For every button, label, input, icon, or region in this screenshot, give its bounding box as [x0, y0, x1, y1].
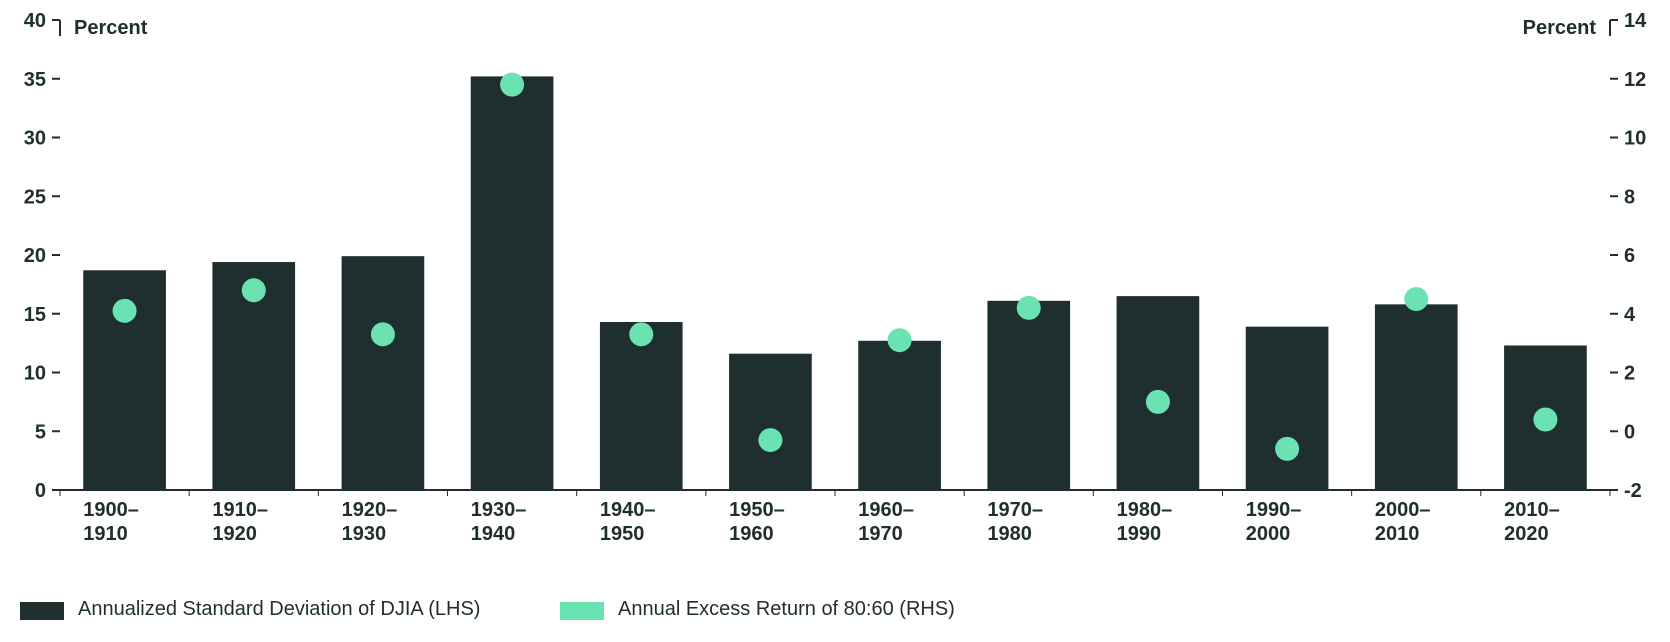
marker-dot [1404, 287, 1428, 311]
bar [342, 256, 425, 490]
bar [471, 76, 554, 490]
left-tick-label: 20 [24, 245, 46, 267]
legend-swatch [560, 602, 604, 620]
x-category-label: 2000 [1246, 523, 1291, 545]
marker-dot [500, 73, 524, 97]
x-category-label: 1920 [212, 523, 257, 545]
x-category-label: 1910 [83, 523, 128, 545]
bar [858, 341, 941, 490]
left-tick-label: 25 [24, 186, 46, 208]
bar [1375, 304, 1458, 490]
left-axis-title: Percent [74, 17, 148, 39]
x-category-label: 1960 [729, 523, 774, 545]
bar [1246, 327, 1329, 490]
x-category-label: 1920– [342, 499, 398, 521]
right-tick-label: 0 [1624, 421, 1635, 443]
legend-label: Annualized Standard Deviation of DJIA (L… [78, 598, 480, 620]
marker-dot [888, 328, 912, 352]
chart-container: 0 5 10 15 20 25 30 35 40 -2 0 2 4 6 8 10 12 14 Percent Perc… [0, 0, 1670, 642]
x-category-label: 1970 [858, 523, 903, 545]
left-tick-label: 35 [24, 69, 46, 91]
right-axis-title: Percent [1523, 17, 1597, 39]
bar [729, 354, 812, 490]
right-tick-label: 6 [1624, 245, 1635, 267]
x-category-label: 2010 [1375, 523, 1420, 545]
x-category-label: 1990 [1117, 523, 1162, 545]
x-category-label: 1970– [987, 499, 1043, 521]
marker-dot [113, 299, 137, 323]
x-category-label: 1930– [471, 499, 527, 521]
x-category-label: 1960– [858, 499, 914, 521]
left-tick-label: 30 [24, 128, 46, 150]
bar [987, 301, 1070, 490]
x-category-label: 1950 [600, 523, 645, 545]
x-category-label: 1940– [600, 499, 656, 521]
left-tick-label: 0 [35, 480, 46, 502]
marker-dot [629, 322, 653, 346]
bar [600, 322, 683, 490]
right-tick-label: 10 [1624, 128, 1646, 150]
marker-dot [242, 278, 266, 302]
x-category-label: 1950– [729, 499, 785, 521]
right-tick-label: 12 [1624, 69, 1646, 91]
marker-dot [1146, 390, 1170, 414]
x-category-label: 1990– [1246, 499, 1302, 521]
x-category-label: 1980– [1117, 499, 1173, 521]
x-category-label: 2020 [1504, 523, 1549, 545]
x-category-label: 2000– [1375, 499, 1431, 521]
left-tick-label: 5 [35, 421, 46, 443]
marker-dot [1017, 296, 1041, 320]
marker-dot [1533, 408, 1557, 432]
legend-swatch [20, 602, 64, 620]
x-category-label: 1940 [471, 523, 516, 545]
left-tick-label: 40 [24, 10, 46, 32]
left-tick-label: 15 [24, 304, 46, 326]
chart-svg: 0 5 10 15 20 25 30 35 40 -2 0 2 4 6 8 10 12 14 Percent Perc… [0, 0, 1670, 642]
x-category-label: 1930 [342, 523, 387, 545]
right-tick-label: 14 [1624, 10, 1647, 32]
marker-dot [371, 322, 395, 346]
x-category-label: 2010– [1504, 499, 1560, 521]
legend-label: Annual Excess Return of 80:60 (RHS) [618, 598, 955, 620]
x-category-label: 1900– [83, 499, 139, 521]
right-tick-label: -2 [1624, 480, 1642, 502]
right-tick-label: 2 [1624, 363, 1635, 385]
x-category-label: 1980 [987, 523, 1032, 545]
marker-dot [1275, 437, 1299, 461]
x-category-label: 1910– [212, 499, 268, 521]
left-tick-label: 10 [24, 363, 46, 385]
marker-dot [758, 428, 782, 452]
right-tick-label: 8 [1624, 186, 1635, 208]
right-tick-label: 4 [1624, 304, 1636, 326]
